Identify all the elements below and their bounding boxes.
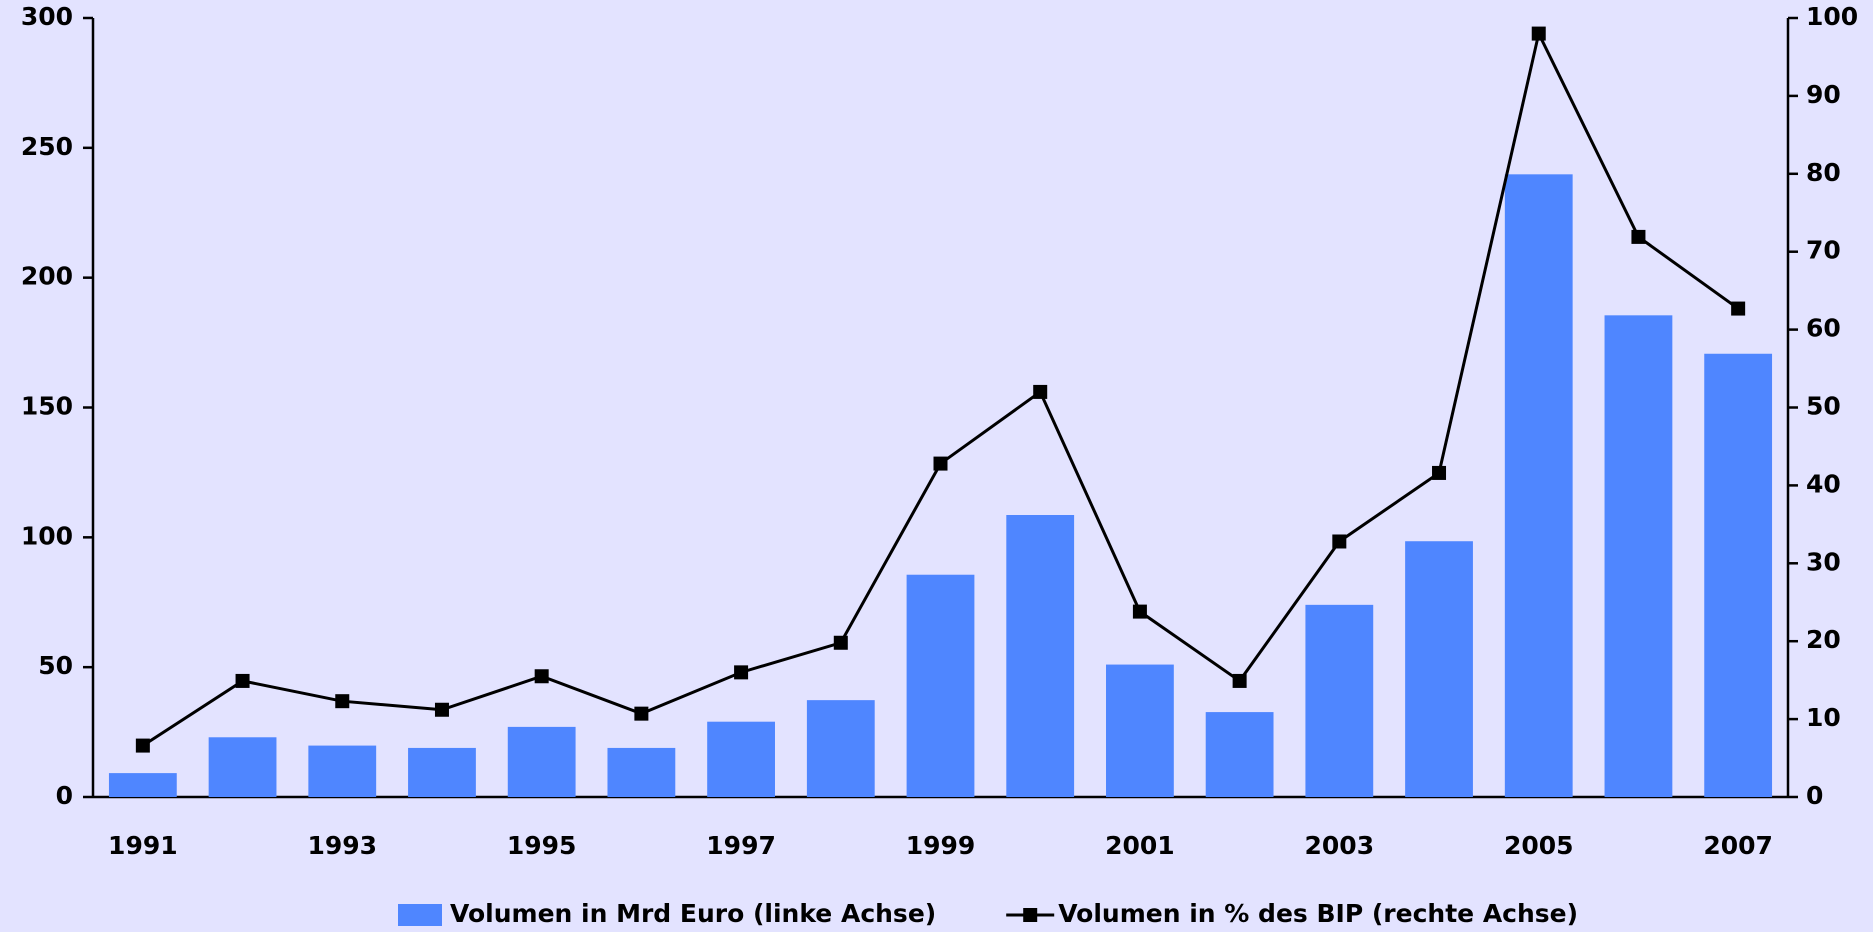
legend-marker <box>1023 908 1038 922</box>
bar <box>208 737 277 797</box>
bar <box>1405 541 1473 797</box>
line-marker <box>933 456 948 471</box>
line-marker <box>235 673 250 688</box>
legend-label: Volumen in % des BIP (rechte Achse) <box>1058 899 1578 928</box>
bar <box>308 745 377 797</box>
bar <box>108 773 177 797</box>
line-marker <box>1132 604 1147 619</box>
y2-tick-label: 80 <box>1806 158 1841 187</box>
y-tick-label: 150 <box>21 392 73 421</box>
line-marker <box>434 702 449 717</box>
line-marker <box>135 738 150 753</box>
bar <box>1006 515 1075 797</box>
line-marker <box>1332 534 1347 549</box>
y2-tick-label: 40 <box>1806 469 1841 498</box>
y-tick-label: 200 <box>21 262 73 291</box>
legend-swatch <box>398 904 442 926</box>
bar <box>1205 712 1274 797</box>
line-marker <box>1432 465 1447 480</box>
line-marker <box>734 665 749 680</box>
x-tick-label: 1993 <box>307 831 377 860</box>
bar <box>1305 604 1374 797</box>
line-marker <box>1033 384 1048 399</box>
line-marker <box>335 694 350 709</box>
x-tick-label: 2007 <box>1703 831 1773 860</box>
bar <box>507 726 576 797</box>
bar <box>1604 315 1673 797</box>
bar <box>806 700 875 797</box>
line-marker <box>833 635 848 650</box>
bar <box>906 574 975 797</box>
legend-label: Volumen in Mrd Euro (linke Achse) <box>450 899 936 928</box>
y-tick-label: 100 <box>21 521 73 550</box>
y2-tick-label: 70 <box>1806 236 1841 265</box>
y2-tick-label: 30 <box>1806 547 1841 576</box>
line-marker <box>1531 26 1546 41</box>
y-tick-label: 300 <box>21 2 73 31</box>
line-marker <box>1631 229 1646 244</box>
y2-tick-label: 20 <box>1806 625 1841 654</box>
y2-tick-label: 100 <box>1806 2 1858 31</box>
bar <box>1504 174 1573 797</box>
x-tick-label: 2003 <box>1305 831 1375 860</box>
bar <box>1704 353 1773 797</box>
y2-tick-label: 10 <box>1806 703 1841 732</box>
x-tick-label: 2001 <box>1105 831 1175 860</box>
y2-tick-label: 60 <box>1806 314 1841 343</box>
bar <box>1106 664 1174 797</box>
x-tick-label: 1995 <box>507 831 577 860</box>
y-tick-label: 0 <box>56 781 73 810</box>
x-tick-label: 2005 <box>1504 831 1574 860</box>
y2-tick-label: 50 <box>1806 392 1841 421</box>
line-marker <box>1232 673 1247 688</box>
y2-tick-label: 0 <box>1806 781 1823 810</box>
x-tick-label: 1997 <box>706 831 776 860</box>
x-tick-label: 1999 <box>906 831 976 860</box>
line-marker <box>534 669 549 684</box>
bar <box>408 747 476 797</box>
y-tick-label: 50 <box>38 651 73 680</box>
bar <box>607 747 676 797</box>
bar <box>707 721 775 797</box>
y-tick-label: 250 <box>21 132 73 161</box>
line-marker <box>1731 301 1746 316</box>
line-marker <box>634 706 649 721</box>
y2-tick-label: 90 <box>1806 80 1841 109</box>
x-tick-label: 1991 <box>108 831 178 860</box>
